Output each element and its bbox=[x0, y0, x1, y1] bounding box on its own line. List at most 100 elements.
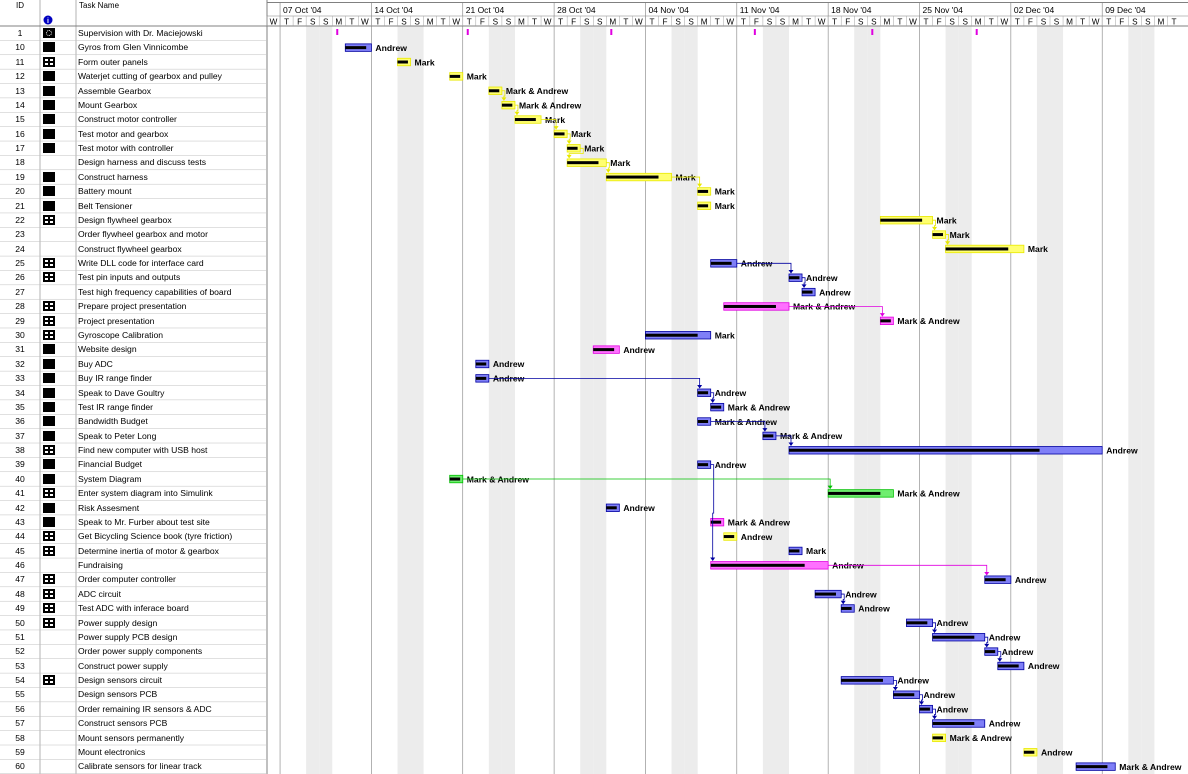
task-row[interactable]: 49 Test ADC with inferace board bbox=[0, 601, 267, 615]
task-name[interactable]: Find new computer with USB host bbox=[78, 445, 208, 456]
task-name[interactable]: Risk Assesment bbox=[78, 502, 140, 513]
task-name[interactable]: Power supply design bbox=[78, 617, 158, 628]
task-name[interactable]: Test pin inputs and outputs bbox=[78, 272, 181, 283]
task-name[interactable]: Gyroscope Calibration bbox=[78, 329, 164, 340]
task-name[interactable]: Speak to Dave Goultry bbox=[78, 387, 165, 398]
task-row[interactable]: 13 Assemble Gearbox bbox=[0, 84, 267, 98]
task-name[interactable]: Test motor and gearbox bbox=[78, 128, 169, 139]
task-name[interactable]: Construct motor controller bbox=[78, 114, 177, 125]
task-name[interactable]: Buy ADC bbox=[78, 358, 113, 369]
task-name[interactable]: Order computer controller bbox=[78, 574, 176, 585]
task-row[interactable]: 35 Test IR range finder bbox=[0, 400, 267, 414]
task-row[interactable]: 39 Financial Budget bbox=[0, 457, 267, 471]
task-row[interactable]: 30 Gyroscope Calibration bbox=[0, 328, 267, 342]
task-row[interactable]: 59 Mount electronics bbox=[0, 745, 267, 759]
task-name[interactable]: Gyros from Glen Vinnicombe bbox=[78, 42, 189, 53]
task-row[interactable]: 15 Construct motor controller bbox=[0, 112, 267, 126]
task-name[interactable]: Get Bicycling Science book (tyre frictio… bbox=[78, 531, 233, 542]
task-row[interactable]: 16 Test motor and gearbox bbox=[0, 127, 267, 141]
task-name[interactable]: Test ADC with inferace board bbox=[78, 603, 189, 614]
task-row[interactable]: 47 Order computer controller bbox=[0, 572, 267, 586]
task-row[interactable]: 32 Buy ADC bbox=[0, 357, 267, 371]
task-name[interactable]: Write DLL code for interface card bbox=[78, 258, 204, 269]
task-row[interactable]: 52 Order power supply components bbox=[0, 644, 267, 658]
task-name[interactable]: Form outer panels bbox=[78, 56, 148, 67]
task-row[interactable]: 44 Get Bicycling Science book (tyre frict… bbox=[0, 529, 267, 543]
task-name[interactable]: Website design bbox=[78, 344, 137, 355]
task-row[interactable]: 17 Test motor with controller bbox=[0, 141, 267, 155]
task-name[interactable]: Power supply PCB design bbox=[78, 631, 178, 642]
task-name[interactable]: Belt Tensioner bbox=[78, 200, 133, 211]
task-name[interactable]: Mount electronics bbox=[78, 747, 146, 757]
task-row[interactable]: 38 Find new computer with USB host bbox=[0, 443, 267, 457]
task-row[interactable]: 46 Fundraising bbox=[0, 558, 267, 572]
task-name[interactable]: Construct harness bbox=[78, 171, 148, 182]
task-row[interactable]: 21 Belt Tensioner bbox=[0, 199, 267, 213]
task-name[interactable]: Assemble Gearbox bbox=[78, 85, 152, 96]
task-name[interactable]: System Diagram bbox=[78, 473, 142, 484]
task-row[interactable]: 31 Website design bbox=[0, 342, 267, 356]
task-row[interactable]: 10 Gyros from Glen Vinnicombe bbox=[0, 40, 267, 54]
task-name[interactable]: Design flywheel gearbox bbox=[78, 214, 172, 225]
task-row[interactable]: 33 Buy IR range finder bbox=[0, 371, 267, 385]
task-row[interactable]: 12 Waterjet cutting of gearbox and pulley bbox=[0, 69, 267, 83]
task-name[interactable]: Financial Budget bbox=[78, 459, 143, 470]
task-name[interactable]: Speak to Peter Long bbox=[78, 430, 157, 441]
task-name[interactable]: Construct flywheel gearbox bbox=[78, 243, 182, 254]
task-name[interactable]: Mount Gearbox bbox=[78, 99, 138, 110]
task-name[interactable]: Design sensors circuit bbox=[78, 675, 163, 686]
task-row[interactable]: 25 Write DLL code for interface card bbox=[0, 256, 267, 270]
task-row[interactable]: 60 Calibrate sensors for linear track bbox=[0, 759, 267, 773]
task-row[interactable]: 1 Supervision with Dr. Maciejowski bbox=[0, 26, 267, 40]
task-row[interactable]: 18 Design harness and discuss tests bbox=[0, 155, 267, 169]
task-name[interactable]: Prepare project presentation bbox=[78, 301, 187, 312]
task-name[interactable]: Test IR range finder bbox=[78, 401, 153, 412]
task-name[interactable]: Mount sensors permanently bbox=[78, 732, 185, 743]
task-row[interactable]: 22 Design flywheel gearbox bbox=[0, 213, 267, 227]
task-row[interactable]: 40 System Diagram bbox=[0, 472, 267, 486]
task-row[interactable]: 37 Speak to Peter Long bbox=[0, 429, 267, 443]
task-name-column-header[interactable]: Task Name bbox=[79, 1, 120, 10]
task-row[interactable]: 27 Test high frequency capabilities of bo… bbox=[0, 285, 267, 299]
task-row[interactable]: 14 Mount Gearbox bbox=[0, 98, 267, 112]
task-row[interactable]: 41 Enter system diagram into Simulink bbox=[0, 486, 267, 500]
task-row[interactable]: 36 Bandwidth Budget bbox=[0, 414, 267, 428]
task-row[interactable]: 34 Speak to Dave Goultry bbox=[0, 386, 267, 400]
task-name[interactable]: Battery mount bbox=[78, 186, 132, 197]
task-name[interactable]: Determine inertia of motor & gearbox bbox=[78, 545, 219, 556]
task-name[interactable]: Design harness and discuss tests bbox=[78, 157, 207, 168]
task-name[interactable]: Fundraising bbox=[78, 560, 123, 571]
task-name[interactable]: Construct power supply bbox=[78, 660, 168, 671]
task-name[interactable]: Bandwidth Budget bbox=[78, 416, 148, 427]
task-name[interactable]: Order power supply components bbox=[78, 646, 203, 657]
task-name[interactable]: Order remaining IR sensors & ADC bbox=[78, 703, 212, 714]
task-row[interactable]: 48 ADC circuit bbox=[0, 587, 267, 601]
task-row[interactable]: 57 Construct sensors PCB bbox=[0, 716, 267, 730]
task-name[interactable]: Waterjet cutting of gearbox and pulley bbox=[78, 71, 222, 82]
task-row[interactable]: 19 Construct harness bbox=[0, 170, 267, 184]
task-row[interactable]: 50 Power supply design bbox=[0, 616, 267, 630]
task-name[interactable]: Speak to Mr. Furber about test site bbox=[78, 516, 210, 527]
task-row[interactable]: 26 Test pin inputs and outputs bbox=[0, 270, 267, 284]
task-row[interactable]: 45 Determine inertia of motor & gearbox bbox=[0, 544, 267, 558]
task-row[interactable]: 42 Risk Assesment bbox=[0, 501, 267, 515]
task-row[interactable]: 24 Construct flywheel gearbox bbox=[0, 242, 267, 256]
task-name[interactable]: Enter system diagram into Simulink bbox=[78, 488, 213, 499]
task-row[interactable]: 43 Speak to Mr. Furber about test site bbox=[0, 515, 267, 529]
task-row[interactable]: 29 Project presentation bbox=[0, 314, 267, 328]
task-row[interactable]: 23 Order flywheel gearbox and motor bbox=[0, 227, 267, 241]
task-name[interactable]: Order flywheel gearbox and motor bbox=[78, 229, 208, 240]
task-row[interactable]: 54 Design sensors circuit bbox=[0, 673, 267, 687]
task-name[interactable]: Buy IR range finder bbox=[78, 373, 153, 384]
task-row[interactable]: 28 Prepare project presentation bbox=[0, 299, 267, 313]
task-row[interactable]: 51 Power supply PCB design bbox=[0, 630, 267, 644]
task-name[interactable]: Supervision with Dr. Maciejowski bbox=[78, 28, 203, 38]
task-name[interactable]: ADC circuit bbox=[78, 588, 121, 599]
task-row[interactable]: 58 Mount sensors permanently bbox=[0, 731, 267, 745]
task-name[interactable]: Calibrate sensors for linear track bbox=[78, 761, 202, 772]
id-column-header[interactable]: ID bbox=[16, 1, 24, 10]
task-name[interactable]: Project presentation bbox=[78, 315, 155, 326]
task-row[interactable]: 11 Form outer panels bbox=[0, 55, 267, 69]
task-row[interactable]: 53 Construct power supply bbox=[0, 659, 267, 673]
